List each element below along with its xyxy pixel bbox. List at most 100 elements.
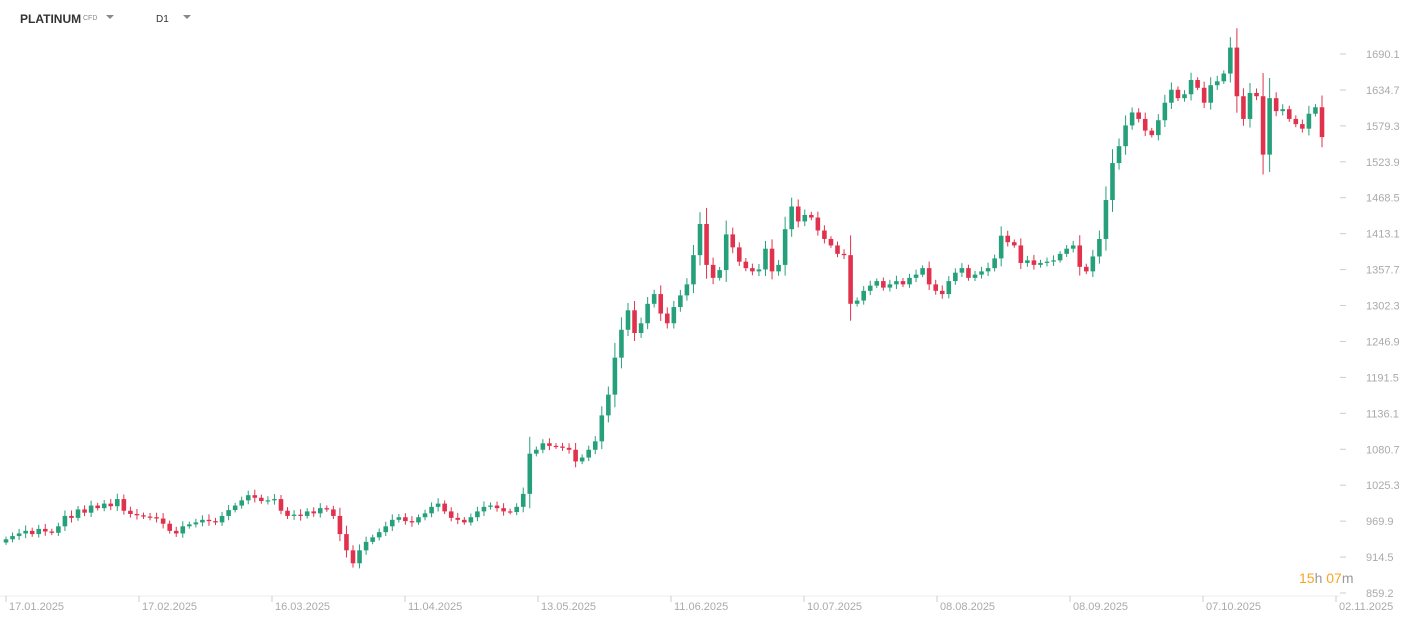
candle-down[interactable] <box>1077 245 1083 267</box>
candle-up[interactable] <box>1188 80 1194 95</box>
candle-down[interactable] <box>769 248 775 272</box>
symbol-name[interactable]: PLATINUM <box>20 12 82 26</box>
candle-down[interactable] <box>298 514 303 516</box>
candle-up[interactable] <box>959 268 965 273</box>
candle-up[interactable] <box>1103 200 1109 239</box>
candle-up[interactable] <box>75 509 81 518</box>
candle-down[interactable] <box>553 445 559 448</box>
candle-down[interactable] <box>403 517 408 522</box>
candle-down[interactable] <box>1142 118 1148 131</box>
candle-down[interactable] <box>632 310 637 334</box>
candle-up[interactable] <box>357 550 362 564</box>
candle-down[interactable] <box>206 519 212 522</box>
candle-up[interactable] <box>435 503 441 507</box>
candle-down[interactable] <box>710 264 716 278</box>
candle-down[interactable] <box>154 517 159 519</box>
candle-up[interactable] <box>645 303 650 324</box>
candle-down[interactable] <box>49 531 55 533</box>
candle-up[interactable] <box>429 506 434 514</box>
candle-up[interactable] <box>619 329 624 358</box>
candle-up[interactable] <box>763 248 768 270</box>
candle-up[interactable] <box>219 515 225 523</box>
candle-down[interactable] <box>1286 109 1292 119</box>
timeframe-selector[interactable]: D1 <box>156 14 169 25</box>
candle-up[interactable] <box>304 511 310 516</box>
candle-down[interactable] <box>828 238 834 246</box>
candle-down[interactable] <box>448 511 454 518</box>
candle-up[interactable] <box>1038 262 1043 265</box>
candle-up[interactable] <box>383 526 389 533</box>
candle-up[interactable] <box>416 517 421 523</box>
candle-down[interactable] <box>1018 245 1024 263</box>
candle-up[interactable] <box>599 415 605 442</box>
candle-up[interactable] <box>475 511 480 518</box>
candle-down[interactable] <box>1319 107 1325 138</box>
candle-up[interactable] <box>265 500 271 502</box>
candle-down[interactable] <box>1273 98 1279 112</box>
candle-up[interactable] <box>789 206 794 230</box>
candle-down[interactable] <box>900 281 906 285</box>
candle-up[interactable] <box>1208 85 1213 103</box>
candle-up[interactable] <box>592 441 598 450</box>
candle-down[interactable] <box>213 521 218 523</box>
candle-down[interactable] <box>1254 92 1259 97</box>
candle-down[interactable] <box>121 499 127 511</box>
candle-down[interactable] <box>815 217 821 231</box>
timeframe-dropdown-chevron-icon[interactable] <box>183 15 191 19</box>
candle-up[interactable] <box>953 272 958 282</box>
candle-up[interactable] <box>1247 92 1253 119</box>
candle-up[interactable] <box>1162 102 1168 121</box>
candle-down[interactable] <box>881 281 886 288</box>
candle-down[interactable] <box>455 517 461 520</box>
candle-up[interactable] <box>3 539 9 543</box>
candle-up[interactable] <box>272 499 277 501</box>
candle-up[interactable] <box>1057 253 1063 261</box>
candle-down[interactable] <box>442 503 447 512</box>
candle-down[interactable] <box>324 508 330 510</box>
candle-up[interactable] <box>232 505 238 511</box>
candle-down[interactable] <box>560 446 565 448</box>
candle-up[interactable] <box>88 505 94 513</box>
candle-down[interactable] <box>835 245 840 254</box>
candle-down[interactable] <box>95 505 100 509</box>
candle-up[interactable] <box>697 224 703 256</box>
candle-up[interactable] <box>370 537 375 542</box>
candle-up[interactable] <box>638 323 644 334</box>
candle-up[interactable] <box>187 524 192 527</box>
candle-down[interactable] <box>939 290 945 295</box>
candle-up[interactable] <box>920 268 925 275</box>
candle-up[interactable] <box>226 510 231 516</box>
candle-up[interactable] <box>867 285 873 291</box>
candle-down[interactable] <box>933 284 939 291</box>
candle-up[interactable] <box>874 281 880 286</box>
candle-up[interactable] <box>23 530 28 534</box>
candle-up[interactable] <box>1228 47 1233 74</box>
candle-down[interactable] <box>42 528 48 532</box>
candle-up[interactable] <box>16 533 22 537</box>
candle-up[interactable] <box>1110 163 1115 201</box>
candle-up[interactable] <box>776 264 781 272</box>
candle-up[interactable] <box>1090 256 1096 272</box>
candle-up[interactable] <box>239 500 244 506</box>
candle-up[interactable] <box>520 493 526 507</box>
candle-down[interactable] <box>1234 47 1240 97</box>
candle-up[interactable] <box>1156 120 1161 136</box>
candle-up[interactable] <box>723 234 729 271</box>
candle-down[interactable] <box>108 503 114 507</box>
candle-down[interactable] <box>1300 124 1305 129</box>
candle-up[interactable] <box>691 255 696 285</box>
candle-up[interactable] <box>1182 94 1187 99</box>
candle-down[interactable] <box>160 518 166 524</box>
candle-up[interactable] <box>115 499 120 507</box>
candle-up[interactable] <box>579 457 585 462</box>
candle-up[interactable] <box>606 394 611 416</box>
candle-down[interactable] <box>350 550 356 564</box>
candle-up[interactable] <box>101 503 107 509</box>
candle-up[interactable] <box>1044 261 1050 263</box>
candle-up[interactable] <box>625 310 631 330</box>
candle-down[interactable] <box>167 523 172 531</box>
candle-up[interactable] <box>10 536 15 540</box>
candle-down[interactable] <box>664 313 670 324</box>
candle-down[interactable] <box>331 509 336 516</box>
